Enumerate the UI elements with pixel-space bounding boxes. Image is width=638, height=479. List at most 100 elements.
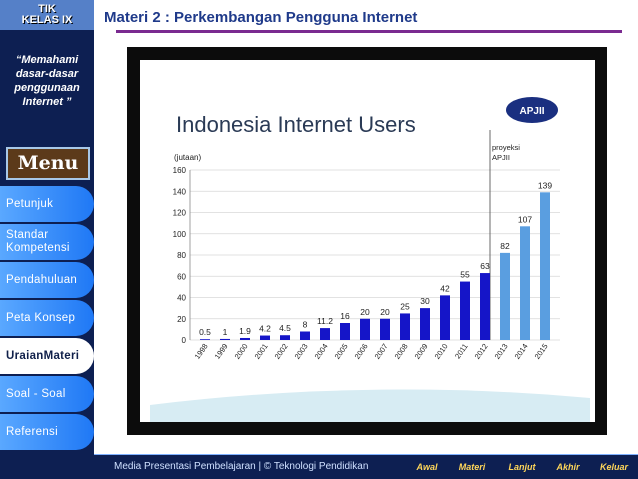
x-tick-label: 2001: [253, 342, 270, 361]
bar-2011: [460, 281, 470, 340]
data-label-2015: 139: [538, 180, 552, 190]
sidebar-item-pendahuluan[interactable]: Pendahuluan: [0, 262, 94, 298]
bar-2003: [300, 331, 310, 340]
sidebar-item-label: Peta Konsep: [6, 311, 76, 324]
x-tick-label: 2013: [493, 342, 510, 361]
bottom-bar: Media Presentasi Pembelajaran | © Teknol…: [94, 454, 638, 479]
bar-2010: [440, 295, 450, 340]
data-label-2014: 107: [518, 214, 532, 224]
x-tick-label: 2004: [313, 342, 330, 361]
y-tick-label: 40: [177, 294, 186, 303]
bar-2005: [340, 323, 350, 340]
x-tick-label: 2003: [293, 342, 310, 361]
x-tick-label: 2006: [353, 342, 370, 361]
nav-materi-button[interactable]: Materi: [458, 462, 486, 472]
data-label-2003: 8: [303, 320, 308, 330]
x-tick-label: 2002: [273, 342, 290, 361]
sidebar-item-label: UraianMateri: [6, 349, 80, 362]
bar-2002: [280, 335, 290, 340]
internet-users-chart: Indonesia Internet Users APJII (jutaan) 0 20…: [150, 97, 590, 422]
y-tick-label: 20: [177, 315, 186, 324]
x-tick-label: 2009: [413, 342, 430, 361]
page-title: Materi 2 : Perkembangan Pengguna Interne…: [104, 9, 418, 26]
sidebar-item-uraian-materi[interactable]: UraianMateri: [0, 338, 94, 374]
apjii-logo-icon: [506, 97, 558, 123]
tik-badge: TIK KELAS IX: [0, 0, 94, 30]
x-tick-label: 2005: [333, 342, 350, 361]
bar-2006: [360, 318, 370, 340]
data-label-2001: 4.2: [259, 324, 271, 334]
nav-keluar-button[interactable]: Keluar: [599, 462, 628, 472]
bar-2013: [500, 252, 510, 340]
data-label-2006: 20: [360, 307, 370, 317]
bar-2014: [520, 226, 530, 340]
y-tick-label: 120: [173, 209, 187, 218]
y-tick-label: 80: [177, 251, 186, 260]
x-tick-label: 2015: [533, 342, 550, 361]
sidebar-item-label: Referensi: [6, 425, 58, 438]
sidebar-item-petunjuk[interactable]: Petunjuk: [0, 186, 94, 222]
y-tick-label: 0: [182, 336, 187, 345]
bar-2015: [540, 192, 550, 340]
quote-box: “Memahami dasar-dasar penggunaan Interne…: [0, 33, 94, 141]
x-tick-label: 2014: [513, 342, 530, 361]
data-label-2013: 82: [500, 241, 510, 251]
data-label-2002: 4.5: [279, 323, 291, 333]
badge-line2: KELAS IX: [21, 14, 73, 26]
data-label-2009: 30: [420, 296, 430, 306]
projection-label-line2: APJII: [492, 153, 510, 162]
bar-2007: [380, 318, 390, 340]
sidebar-item-label: Pendahuluan: [6, 273, 78, 286]
data-label-2007: 20: [380, 307, 390, 317]
data-label-2004: 11.2: [317, 316, 333, 326]
bar-2012: [480, 273, 490, 340]
bar-2001: [260, 335, 270, 340]
sidebar-item-referensi[interactable]: Referensi: [0, 414, 94, 450]
y-tick-label: 140: [173, 187, 187, 196]
sidebar-item-label: Petunjuk: [6, 197, 54, 210]
projection-label-line1: proyeksi: [492, 143, 520, 152]
sidebar-item-soal-soal[interactable]: Soal - Soal: [0, 376, 94, 412]
menu-title: Menu: [6, 147, 90, 180]
y-tick-label: 160: [173, 166, 187, 175]
x-tick-label: 2007: [373, 342, 390, 361]
y-axis-label: (jutaan): [174, 153, 201, 162]
decorative-swoosh: [150, 389, 590, 422]
quote-text: “Memahami dasar-dasar penggunaan Interne…: [14, 54, 80, 108]
footer-text: Media Presentasi Pembelajaran | © Teknol…: [114, 461, 369, 472]
data-label-1999: 1: [223, 327, 228, 337]
y-tick-label: 60: [177, 272, 186, 281]
bar-1999: [220, 338, 230, 340]
sidebar-item-peta-konsep[interactable]: Peta Konsep: [0, 300, 94, 336]
sidebar-item-standar-kompetensi[interactable]: Standar Kompetensi: [0, 224, 94, 260]
bar-2000: [240, 337, 250, 340]
sidebar-item-label: Standar Kompetensi: [6, 229, 70, 254]
x-tick-label: 2011: [453, 342, 470, 360]
x-tick-label: 2010: [433, 342, 450, 361]
nav-akhir-button[interactable]: Akhir: [556, 462, 580, 472]
data-label-2012: 63: [480, 261, 490, 271]
data-label-2000: 1.9: [239, 326, 251, 336]
x-tick-label: 2000: [233, 342, 250, 361]
data-label-2011: 55: [460, 270, 470, 280]
logo-text: APJII: [519, 106, 544, 117]
x-tick-label: 1998: [193, 342, 210, 361]
chart-panel: Indonesia Internet Users APJII (jutaan) 0 20…: [140, 60, 595, 422]
sidebar: TIK KELAS IX “Memahami dasar-dasar pengg…: [0, 0, 94, 479]
nav-awal-button[interactable]: Awal: [416, 462, 438, 472]
x-tick-label: 2008: [393, 342, 410, 361]
nav-lanjut-button[interactable]: Lanjut: [508, 462, 536, 472]
badge-line1: TIK: [38, 3, 56, 15]
data-label-1998: 0.5: [199, 327, 211, 337]
data-label-2010: 42: [440, 283, 450, 293]
sidebar-item-label: Soal - Soal: [6, 387, 66, 400]
y-tick-label: 100: [173, 230, 187, 239]
title-underline: [116, 30, 622, 33]
chart-title: Indonesia Internet Users: [176, 112, 416, 137]
bar-1998: [200, 339, 210, 340]
data-label-2005: 16: [340, 311, 350, 321]
bar-2009: [420, 308, 430, 340]
data-label-2008: 25: [400, 301, 410, 311]
bar-2008: [400, 313, 410, 340]
bar-2004: [320, 328, 330, 340]
